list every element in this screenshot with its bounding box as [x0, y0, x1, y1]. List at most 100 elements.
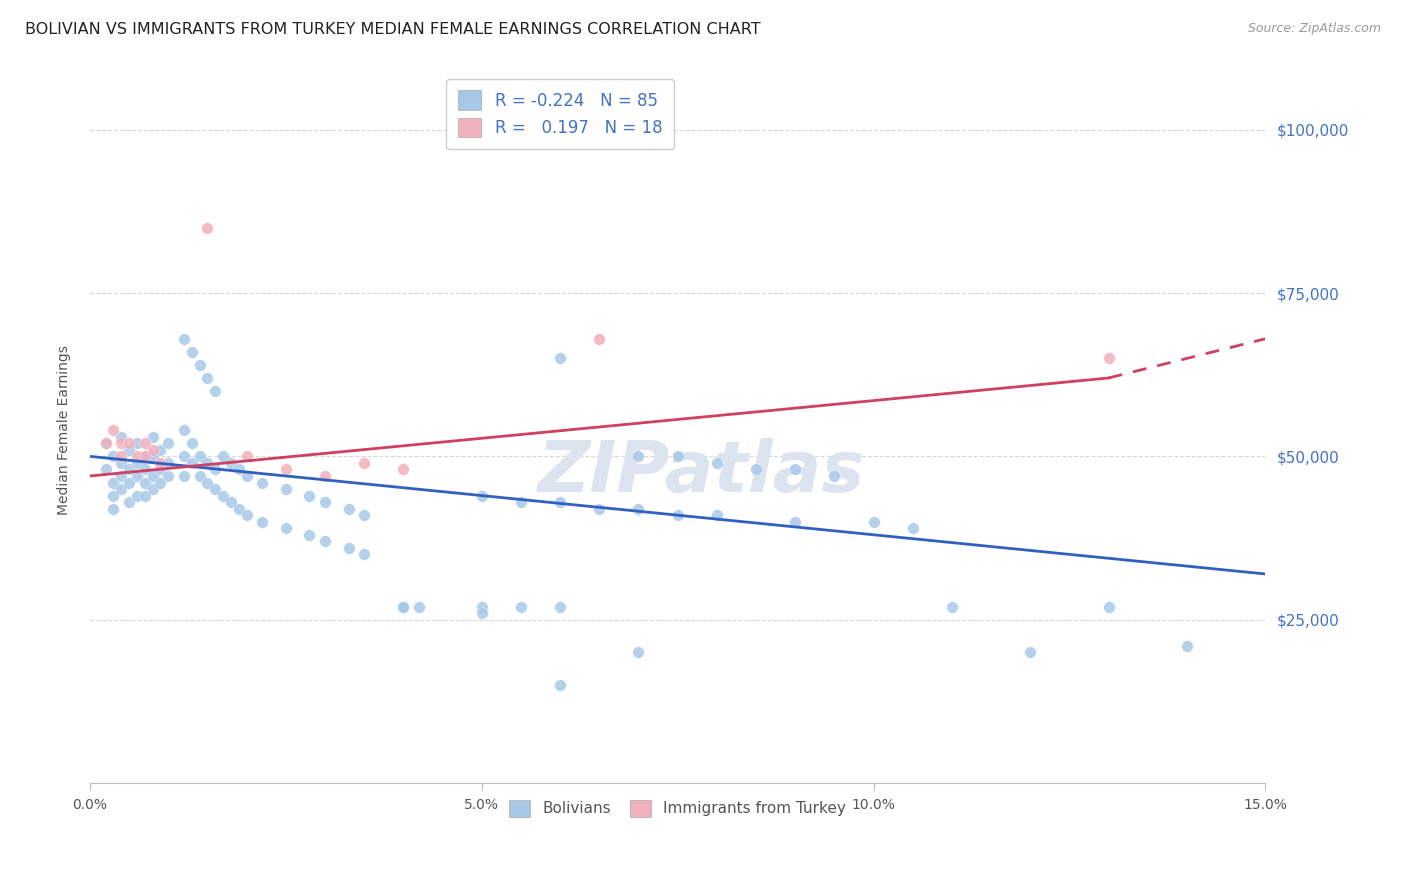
Point — [197, 220, 219, 235]
Point — [118, 462, 141, 476]
Point — [142, 442, 165, 457]
Point — [392, 599, 415, 614]
Point — [110, 430, 132, 444]
Point — [862, 515, 884, 529]
Y-axis label: Median Female Earnings: Median Female Earnings — [58, 345, 72, 516]
Point — [509, 599, 531, 614]
Point — [188, 358, 211, 372]
Point — [274, 521, 297, 535]
Point — [548, 678, 571, 692]
Point — [252, 515, 274, 529]
Point — [134, 489, 156, 503]
Point — [204, 384, 226, 398]
Point — [180, 344, 202, 359]
Point — [134, 450, 156, 464]
Point — [823, 469, 845, 483]
Point — [219, 456, 242, 470]
Point — [173, 332, 195, 346]
Point — [142, 430, 165, 444]
Point — [235, 508, 257, 523]
Point — [353, 508, 375, 523]
Point — [1097, 351, 1119, 366]
Point — [706, 456, 728, 470]
Point — [142, 450, 165, 464]
Point — [173, 423, 195, 437]
Point — [1175, 639, 1198, 653]
Point — [314, 469, 336, 483]
Point — [1019, 645, 1042, 659]
Point — [197, 456, 219, 470]
Point — [173, 469, 195, 483]
Point — [110, 469, 132, 483]
Point — [666, 450, 689, 464]
Point — [103, 423, 125, 437]
Point — [103, 450, 125, 464]
Point — [548, 351, 571, 366]
Point — [314, 495, 336, 509]
Point — [180, 436, 202, 450]
Point — [180, 456, 202, 470]
Point — [110, 482, 132, 496]
Point — [1097, 599, 1119, 614]
Point — [274, 462, 297, 476]
Point — [392, 599, 415, 614]
Text: BOLIVIAN VS IMMIGRANTS FROM TURKEY MEDIAN FEMALE EARNINGS CORRELATION CHART: BOLIVIAN VS IMMIGRANTS FROM TURKEY MEDIA… — [25, 22, 761, 37]
Point — [149, 462, 172, 476]
Point — [149, 456, 172, 470]
Point — [197, 371, 219, 385]
Point — [157, 456, 180, 470]
Point — [103, 475, 125, 490]
Point — [745, 462, 768, 476]
Point — [134, 475, 156, 490]
Point — [110, 436, 132, 450]
Point — [134, 436, 156, 450]
Point — [125, 489, 148, 503]
Point — [298, 489, 321, 503]
Point — [588, 501, 610, 516]
Point — [118, 442, 141, 457]
Point — [110, 450, 132, 464]
Point — [103, 501, 125, 516]
Point — [509, 495, 531, 509]
Point — [142, 469, 165, 483]
Point — [173, 450, 195, 464]
Point — [941, 599, 963, 614]
Point — [204, 482, 226, 496]
Point — [588, 332, 610, 346]
Text: Source: ZipAtlas.com: Source: ZipAtlas.com — [1247, 22, 1381, 36]
Point — [235, 469, 257, 483]
Point — [471, 599, 494, 614]
Point — [149, 442, 172, 457]
Point — [901, 521, 924, 535]
Point — [118, 495, 141, 509]
Point — [142, 482, 165, 496]
Point — [228, 501, 250, 516]
Point — [212, 450, 235, 464]
Point — [94, 436, 117, 450]
Point — [314, 534, 336, 549]
Point — [118, 436, 141, 450]
Point — [118, 475, 141, 490]
Point — [157, 469, 180, 483]
Point — [188, 469, 211, 483]
Point — [408, 599, 430, 614]
Point — [627, 450, 650, 464]
Point — [627, 645, 650, 659]
Point — [298, 528, 321, 542]
Point — [94, 462, 117, 476]
Point — [125, 456, 148, 470]
Point — [274, 482, 297, 496]
Point — [94, 436, 117, 450]
Point — [157, 436, 180, 450]
Point — [471, 606, 494, 620]
Point — [627, 501, 650, 516]
Point — [337, 541, 360, 555]
Point — [212, 489, 235, 503]
Point — [337, 501, 360, 516]
Point — [134, 462, 156, 476]
Point — [785, 515, 807, 529]
Point — [103, 489, 125, 503]
Point — [785, 462, 807, 476]
Point — [188, 450, 211, 464]
Point — [548, 599, 571, 614]
